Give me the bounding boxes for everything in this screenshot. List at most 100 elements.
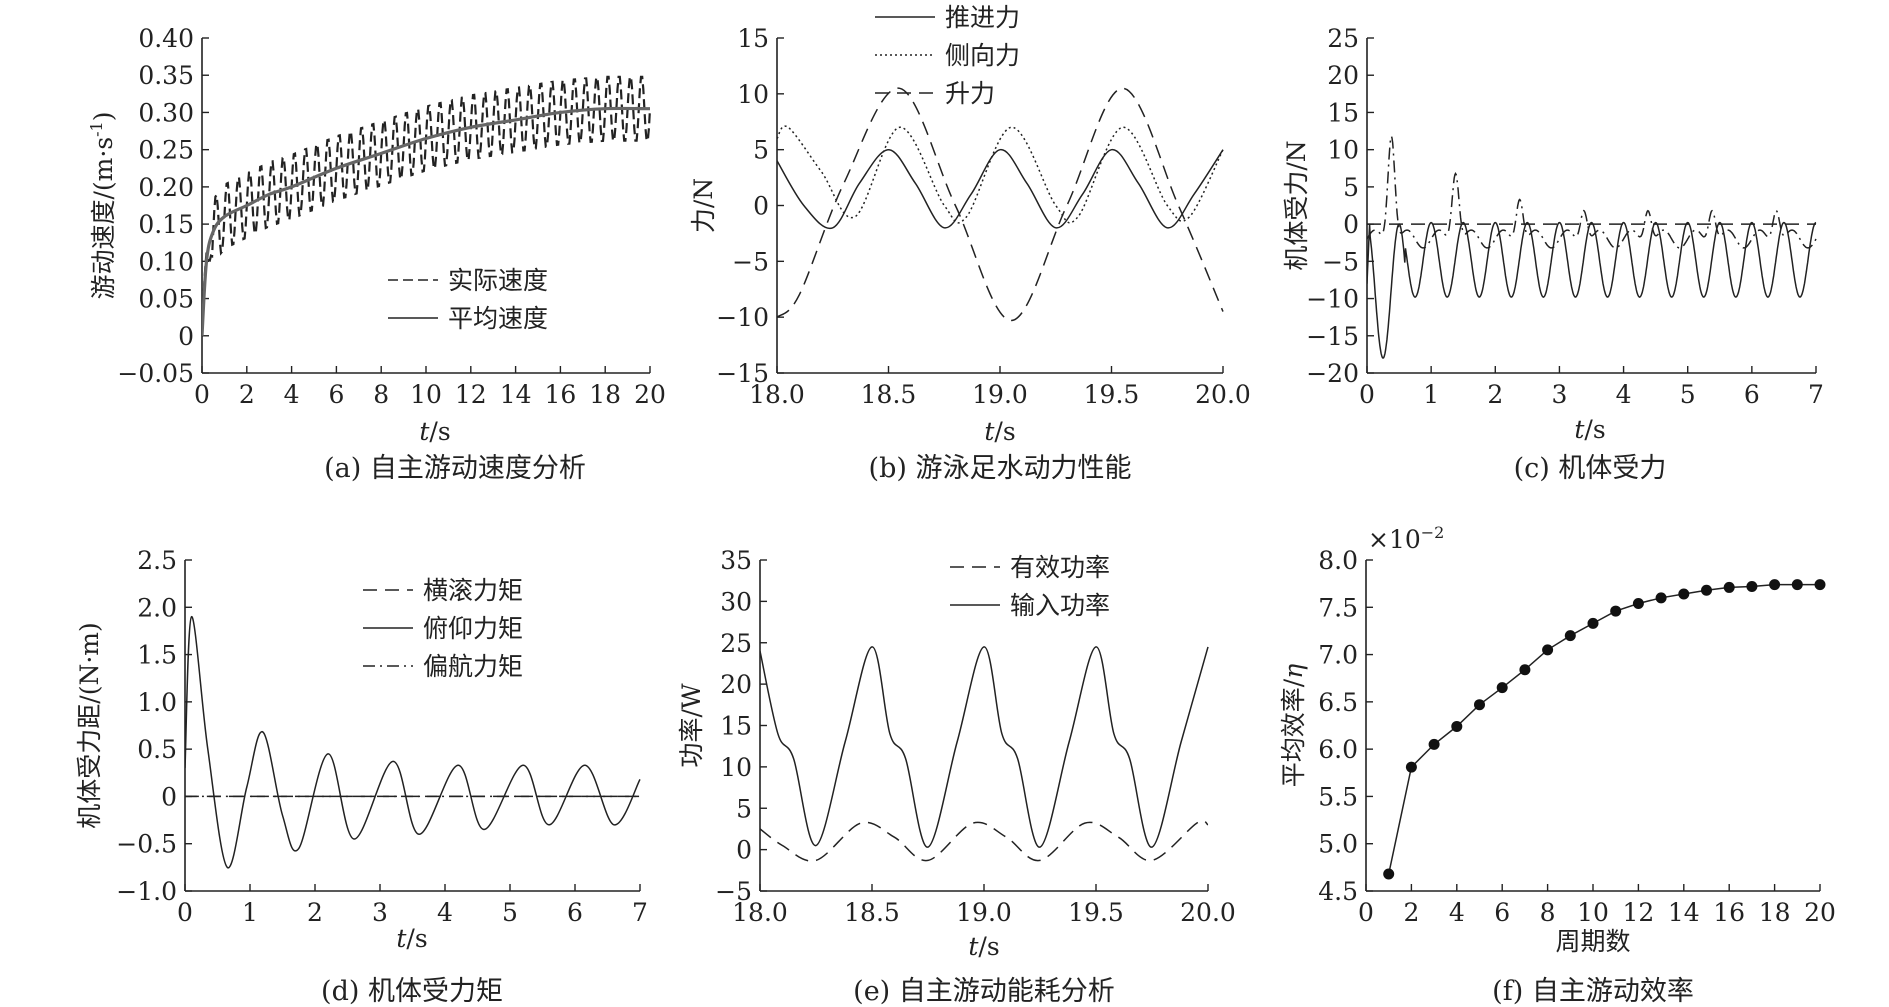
x-tick-label: 14	[500, 380, 532, 409]
data-point	[1791, 579, 1803, 591]
x-axis-label: 周期数	[1555, 927, 1630, 956]
data-point	[1701, 584, 1712, 596]
chart-f: 0 2 4 6 8 10 12 14 16 18 20 4.5 5.0 5.5 6.0 6.5 7.0 7.5 8.…	[1279, 523, 1836, 1007]
x-tick-label: 18.0	[732, 898, 788, 927]
legend-label: 平均速度	[448, 304, 548, 333]
x-tick-label: 18	[589, 380, 621, 409]
x-tick-label: 2	[239, 380, 255, 409]
x-tick-label: 8	[1540, 898, 1556, 927]
data-point	[1746, 580, 1758, 592]
series-line-b-2	[777, 87, 1224, 322]
y-tick-label: 5	[736, 794, 752, 823]
legend-label: 升力	[945, 79, 995, 108]
x-tick-label: 2	[307, 898, 323, 927]
x-tick-label: 5	[1680, 380, 1696, 409]
x-tick-label: 6	[1744, 380, 1760, 409]
data-point	[1678, 588, 1690, 600]
y-tick-label: 6.0	[1318, 735, 1358, 764]
series-line-c-1	[1367, 133, 1817, 249]
legend-label: 偏航力矩	[423, 652, 523, 681]
data-point	[1814, 579, 1826, 591]
data-point	[1587, 617, 1599, 629]
x-tick-label: 10	[410, 380, 442, 409]
chart-caption: (b) 游泳足水动力性能	[869, 453, 1132, 484]
x-axis-label-var: t	[984, 417, 995, 446]
chart-caption: (d) 机体受力矩	[321, 976, 503, 1007]
x-tick-label: 6	[328, 380, 344, 409]
x-tick-label: 3	[1551, 380, 1567, 409]
x-tick-label: 18.5	[844, 898, 900, 927]
y-multiplier-base: ×10	[1368, 525, 1421, 554]
x-tick-label: 0	[177, 898, 193, 927]
x-tick-label: 2	[1487, 380, 1503, 409]
x-tick-label: 8	[373, 380, 389, 409]
y-axis-label: 功率/W	[677, 683, 706, 767]
y-tick-label: 0	[753, 192, 769, 221]
x-axis-label-var: t	[419, 417, 430, 446]
x-axis-label-unit: /s	[1584, 415, 1605, 444]
data-point	[1769, 579, 1781, 591]
x-tick-label: 16	[544, 380, 576, 409]
y-axis-label-text: 平均效率/	[1279, 678, 1308, 787]
data-point	[1542, 644, 1554, 656]
chart-caption: (e) 自主游动能耗分析	[853, 976, 1115, 1007]
series-line-b-1	[777, 125, 1224, 224]
chart-caption: (f) 自主游动效率	[1492, 976, 1694, 1007]
series-line-a-1	[202, 106, 651, 336]
y-tick-label: 0.5	[137, 735, 177, 764]
x-tick-label: 19.0	[972, 380, 1028, 409]
x-tick-label: 7	[632, 898, 648, 927]
data-point	[1610, 605, 1622, 617]
y-tick-label: 0.30	[138, 98, 194, 127]
y-tick-label: 5	[1343, 173, 1359, 202]
x-tick-label: 16	[1713, 898, 1745, 927]
legend-label: 输入功率	[1010, 591, 1110, 620]
y-axis-label: 机体受力/N	[1282, 140, 1311, 270]
y-tick-label: 20	[720, 670, 752, 699]
data-point	[1474, 699, 1485, 711]
y-tick-label: −15	[1306, 322, 1359, 351]
x-tick-label: 20	[634, 380, 666, 409]
x-tick-label: 19.5	[1068, 898, 1124, 927]
x-tick-label: 20.0	[1195, 380, 1251, 409]
data-point	[1383, 868, 1395, 880]
y-tick-label: 0	[178, 322, 194, 351]
x-tick-label: 5	[502, 898, 518, 927]
x-tick-label: 14	[1668, 898, 1700, 927]
data-point	[1632, 598, 1644, 610]
y-axis-label-text: 力/N	[689, 178, 718, 233]
x-tick-label: 20.0	[1180, 898, 1236, 927]
series-line-e-1	[760, 646, 1209, 848]
data-point	[1564, 630, 1576, 642]
y-tick-label: 10	[737, 80, 769, 109]
y-tick-label: 0.25	[138, 136, 194, 165]
y-tick-label: 0.35	[138, 61, 194, 90]
y-tick-label: 25	[1327, 24, 1359, 53]
y-tick-label: −5	[1322, 247, 1359, 276]
y-tick-label: 15	[720, 712, 752, 741]
series-line-c-0	[1367, 221, 1817, 360]
legend-label: 有效功率	[1010, 553, 1110, 582]
x-tick-label: 6	[1494, 898, 1510, 927]
legend-label: 推进力	[945, 3, 1020, 32]
chart-e: 18.0 18.5 19.0 19.5 20.0 −5 0 5 10 15 20 25 30 35 t/s 功…	[677, 546, 1236, 1007]
y-tick-label: 6.5	[1318, 688, 1358, 717]
x-tick-label: 0	[1358, 898, 1374, 927]
x-axis-label: t/s	[984, 417, 1015, 446]
y-tick-label: 2.0	[137, 593, 177, 622]
x-tick-label: 0	[1359, 380, 1375, 409]
data-point	[1723, 581, 1735, 593]
y-tick-label: 0	[1343, 210, 1359, 239]
data-point	[1451, 720, 1463, 732]
y-axis-label: 游动速度/(m·s-1)	[87, 111, 118, 299]
x-axis-label-unit: /s	[994, 417, 1015, 446]
y-tick-label: 0.15	[138, 210, 194, 239]
x-tick-label: 18.0	[749, 380, 805, 409]
chart-caption: (a) 自主游动速度分析	[324, 453, 586, 484]
y-axis-label: 机体受力距/(N·m)	[75, 622, 104, 828]
x-axis-label-unit: /s	[978, 932, 999, 961]
x-tick-label: 19.0	[956, 898, 1012, 927]
y-axis-label-sup: -1	[87, 121, 106, 137]
y-axis-label-text: 机体受力/N	[1282, 140, 1311, 270]
y-tick-label: −1.0	[116, 877, 177, 906]
